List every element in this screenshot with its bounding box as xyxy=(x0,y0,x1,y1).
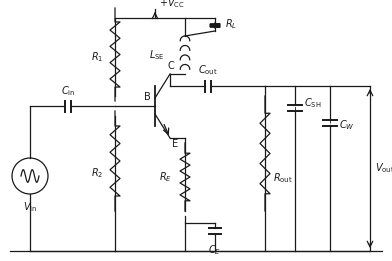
Text: $R_2$: $R_2$ xyxy=(91,167,103,180)
Text: $C_{\rm SH}$: $C_{\rm SH}$ xyxy=(304,96,321,110)
Text: $R_L$: $R_L$ xyxy=(225,17,237,31)
Text: $V_{\rm in}$: $V_{\rm in}$ xyxy=(23,200,37,214)
Text: $R_1$: $R_1$ xyxy=(91,50,103,64)
Text: $C_W$: $C_W$ xyxy=(339,118,355,132)
Text: $+V_{\rm CC}$: $+V_{\rm CC}$ xyxy=(159,0,185,10)
Text: $R_{\rm out}$: $R_{\rm out}$ xyxy=(273,171,293,185)
Text: $L_{\rm SE}$: $L_{\rm SE}$ xyxy=(149,48,165,62)
Text: $C_{\rm in}$: $C_{\rm in}$ xyxy=(61,84,75,98)
Text: $R_E$: $R_E$ xyxy=(159,170,172,184)
Text: E: E xyxy=(172,139,178,149)
Text: C: C xyxy=(168,61,175,71)
Text: $C_E$: $C_E$ xyxy=(209,243,221,257)
Text: B: B xyxy=(144,92,151,102)
Text: $C_{\rm out}$: $C_{\rm out}$ xyxy=(198,63,218,77)
Text: $V_{\rm out}$: $V_{\rm out}$ xyxy=(375,162,392,175)
